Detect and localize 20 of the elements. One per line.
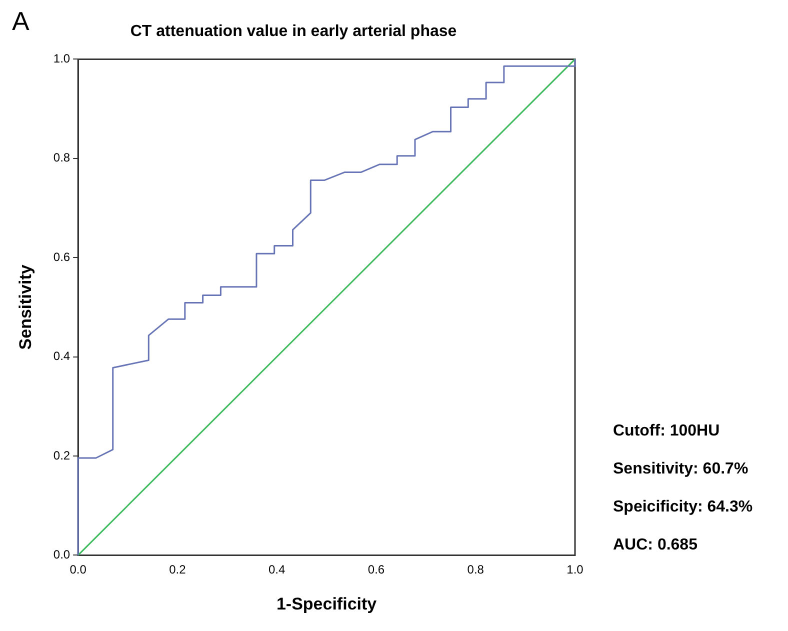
x-tick-label: 0.8 bbox=[467, 562, 484, 577]
chart-title: CT attenuation value in early arterial phase bbox=[130, 23, 457, 40]
x-tick-label: 0.0 bbox=[70, 562, 87, 577]
x-tick-label: 0.6 bbox=[368, 562, 385, 577]
text: Speicificity: 64.3% bbox=[613, 498, 753, 516]
x-tick-label: 0.2 bbox=[169, 562, 186, 577]
y-tick-label: 0.0 bbox=[53, 548, 70, 562]
text: Cutoff: 100HU bbox=[613, 422, 720, 440]
text: A bbox=[12, 6, 30, 36]
x-axis-title: 1-Specificity bbox=[276, 594, 378, 614]
text: AUC: 0.685 bbox=[613, 536, 698, 554]
x-tick-label: 1.0 bbox=[566, 562, 584, 577]
y-tick-label: 0.6 bbox=[53, 250, 70, 264]
text: Sensitivity: 60.7% bbox=[613, 460, 748, 478]
y-tick-label: 0.2 bbox=[53, 448, 70, 462]
x-tick-label: 0.4 bbox=[268, 562, 286, 577]
y-tick-label: 0.4 bbox=[53, 349, 70, 364]
y-axis-title: Sensitivity bbox=[16, 264, 35, 350]
y-tick-label: 0.8 bbox=[53, 150, 70, 165]
y-tick-label: 1.0 bbox=[53, 52, 70, 66]
